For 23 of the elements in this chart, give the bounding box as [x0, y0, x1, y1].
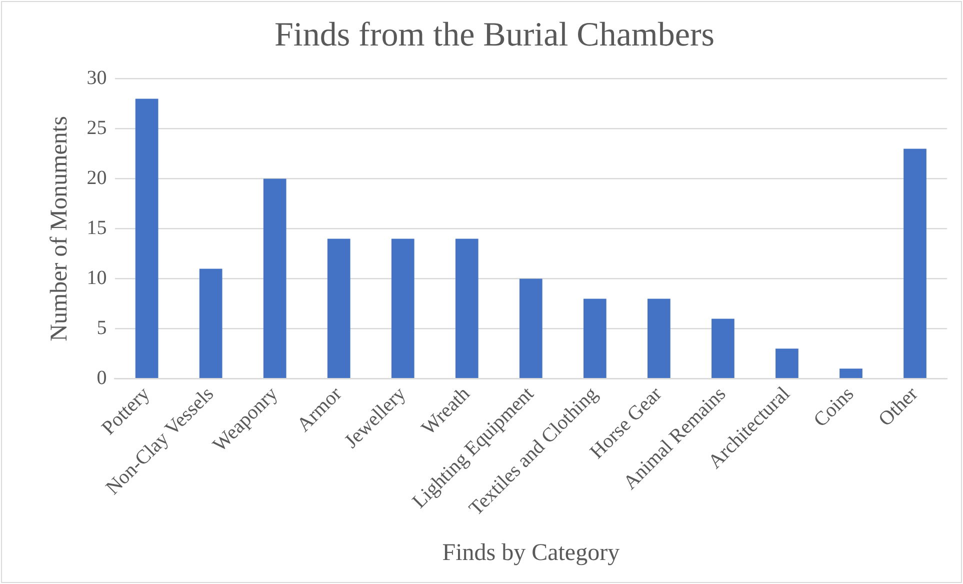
- bar: [199, 268, 222, 378]
- bar: [904, 148, 926, 378]
- y-tick-label: 10: [86, 266, 107, 289]
- chart-title: Finds from the Burial Chambers: [274, 16, 715, 54]
- bar: [583, 298, 606, 378]
- y-axis-title: Number of Monuments: [46, 116, 73, 342]
- bar: [135, 98, 158, 378]
- bar: [648, 298, 670, 378]
- bar: [455, 238, 478, 378]
- bar: [263, 178, 286, 378]
- bar: [840, 368, 862, 378]
- bar: [519, 278, 542, 378]
- bar: [327, 238, 350, 378]
- y-tick-label: 5: [96, 316, 107, 339]
- y-tick-label: 0: [96, 366, 107, 389]
- y-tick-label: 30: [86, 67, 107, 90]
- bar: [776, 348, 798, 378]
- y-tick-label: 15: [86, 216, 107, 239]
- y-tick-label: 20: [86, 167, 107, 190]
- bar: [712, 318, 734, 378]
- bar: [391, 238, 414, 378]
- x-axis-title: Finds by Category: [442, 540, 620, 566]
- y-tick-label: 25: [86, 117, 107, 140]
